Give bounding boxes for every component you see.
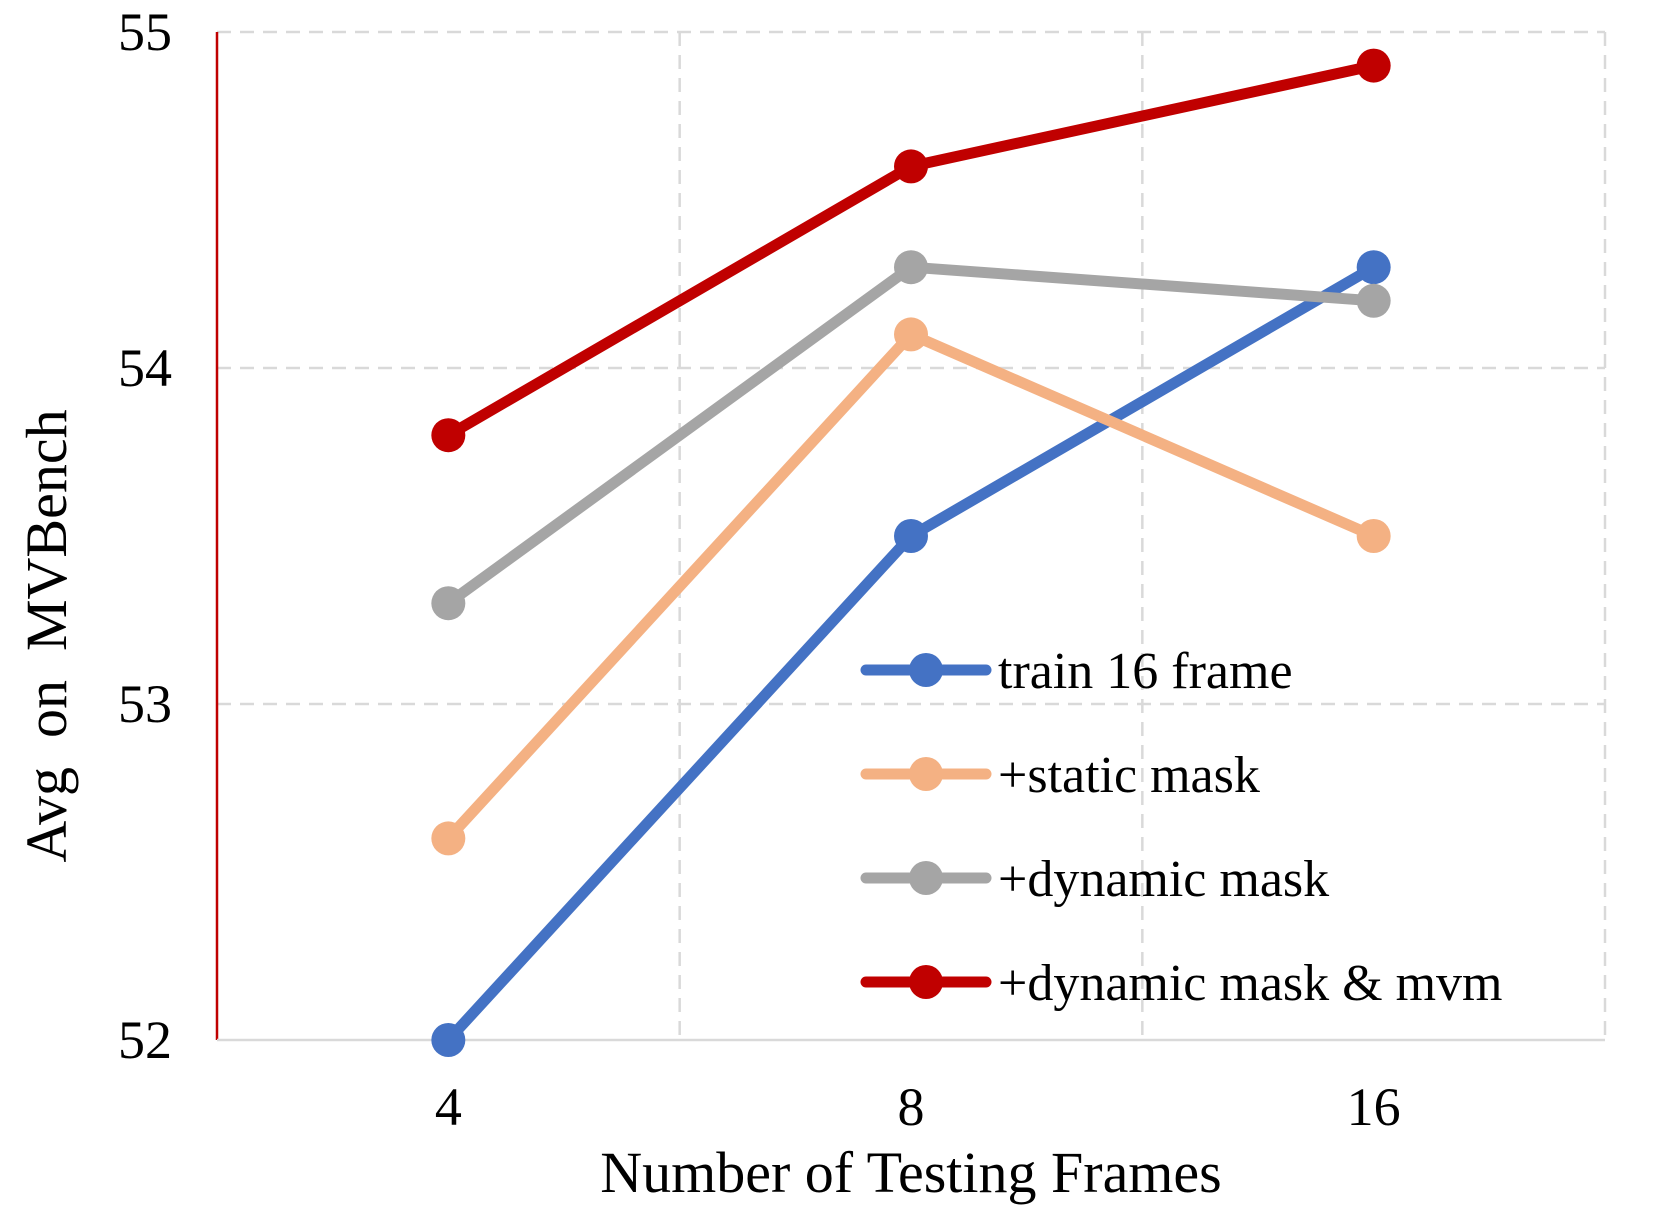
y-tick-label: 53 — [118, 674, 172, 734]
legend-item: +static mask — [860, 747, 1260, 804]
series-1 — [431, 250, 1391, 1057]
data-point — [431, 821, 466, 856]
data-point — [431, 1023, 466, 1057]
x-axis-title: Number of Testing Frames — [600, 1140, 1222, 1205]
data-point — [1356, 283, 1391, 318]
legend-swatch-marker — [909, 757, 943, 791]
y-axis-title: Avg on MVBench — [14, 409, 79, 862]
legend-label: train 16 frame — [998, 643, 1293, 700]
legend-item: +dynamic mask & mvm — [860, 955, 1503, 1012]
data-point — [1356, 250, 1391, 285]
x-tick-label: 8 — [898, 1077, 925, 1137]
data-point — [1356, 519, 1391, 553]
y-tick-labels: 52 53 54 55 — [118, 2, 172, 1070]
legend-label: +dynamic mask & mvm — [998, 955, 1503, 1012]
legend-swatch-marker — [909, 653, 943, 687]
y-tick-label: 52 — [118, 1010, 172, 1070]
data-point — [431, 586, 466, 621]
x-tick-label: 4 — [435, 1077, 462, 1137]
legend-item: train 16 frame — [860, 643, 1293, 700]
legend-item: +dynamic mask — [860, 851, 1329, 908]
grid — [217, 30, 1607, 1040]
data-point — [894, 250, 928, 285]
legend: train 16 frame +static mask +dynamic mask +… — [860, 643, 1503, 1012]
x-tick-labels: 4 8 16 — [435, 1077, 1401, 1137]
series-layer — [431, 48, 1391, 1057]
legend-swatch-marker — [909, 965, 943, 999]
legend-swatch-marker — [909, 861, 943, 895]
series-2 — [431, 317, 1391, 856]
x-tick-label: 16 — [1347, 1077, 1401, 1137]
y-tick-label: 55 — [118, 2, 172, 62]
data-point — [894, 149, 928, 184]
series-4 — [431, 48, 1391, 453]
data-point — [894, 519, 928, 553]
y-tick-label: 54 — [118, 338, 172, 398]
data-point — [1356, 48, 1391, 83]
series-3 — [431, 250, 1391, 621]
data-point — [431, 418, 466, 453]
data-point — [894, 317, 928, 352]
legend-label: +dynamic mask — [998, 851, 1329, 908]
legend-label: +static mask — [998, 747, 1260, 804]
